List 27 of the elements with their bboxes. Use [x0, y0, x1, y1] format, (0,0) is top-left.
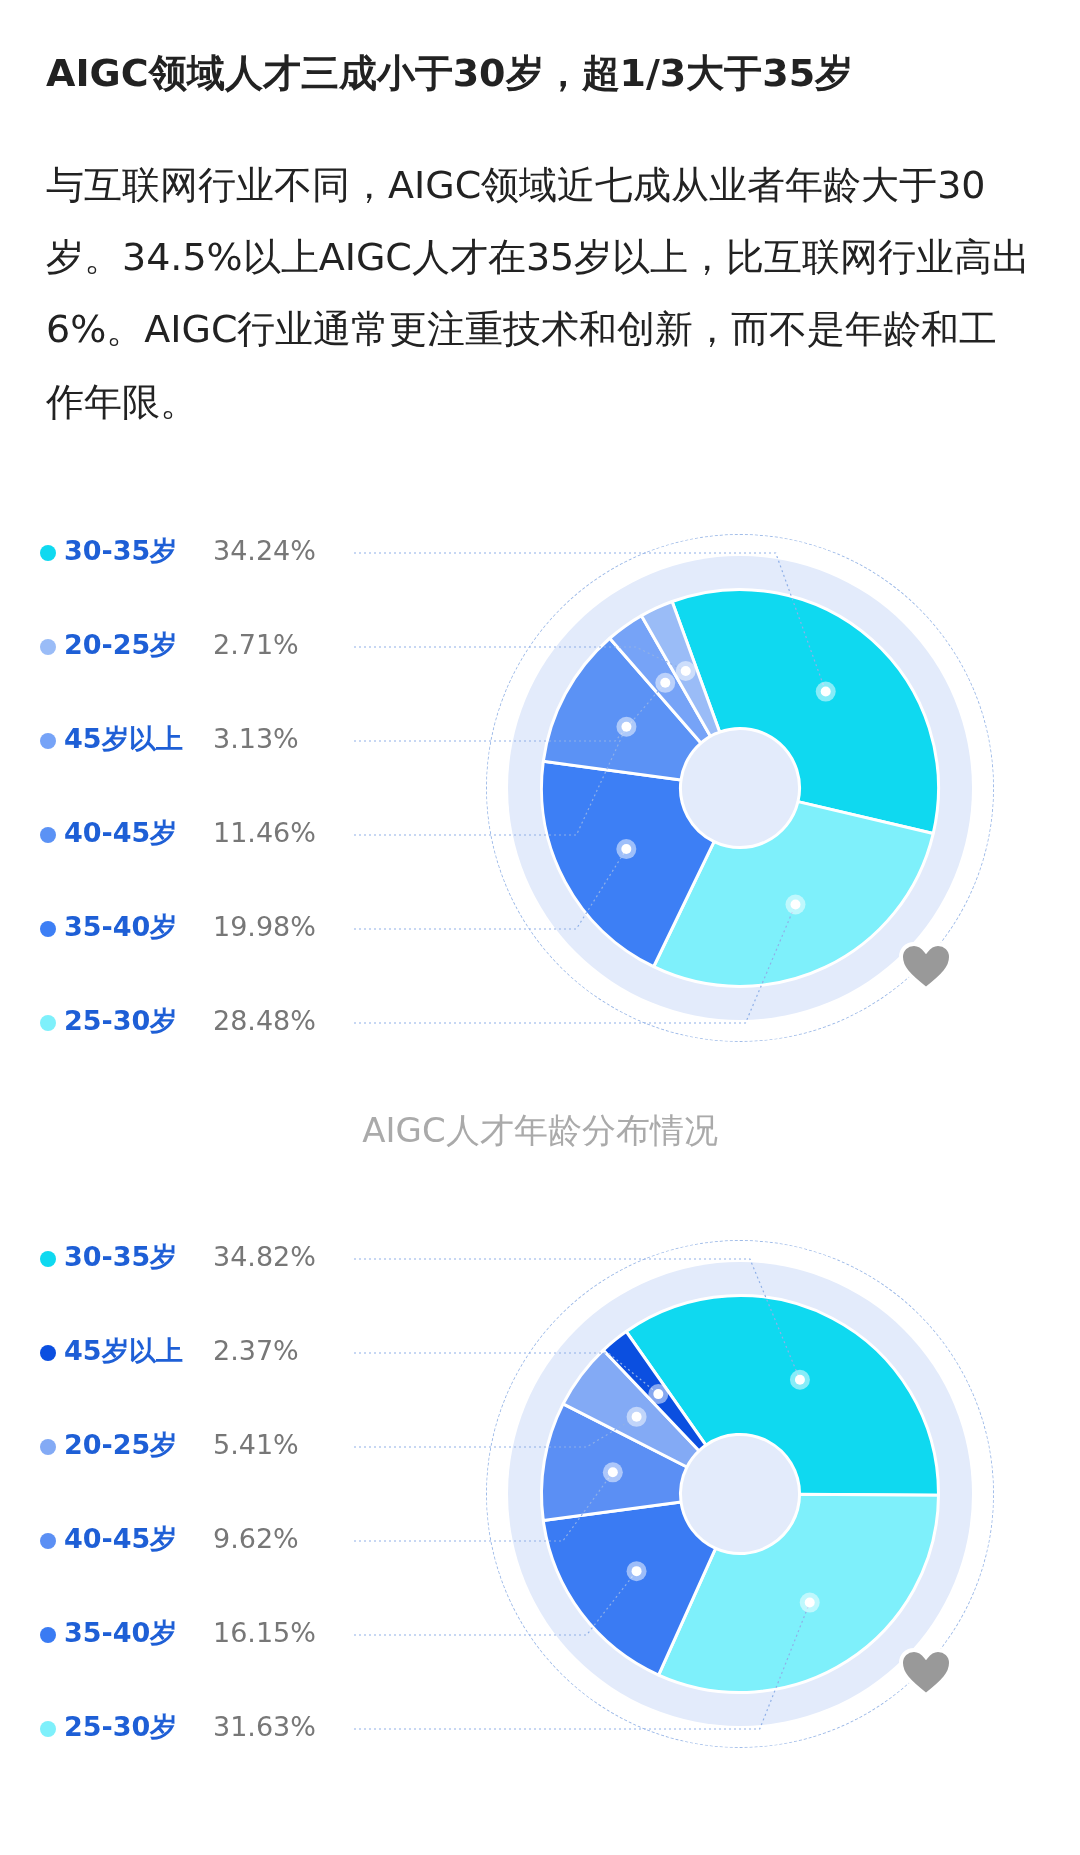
legend-label: 35-40岁 — [64, 910, 178, 942]
legend-label: 20-25岁 — [64, 1428, 178, 1460]
legend-label: 45岁以上 — [64, 722, 183, 754]
data-label: 34.24% — [213, 534, 316, 566]
legend-label: 25-30岁 — [64, 1710, 178, 1742]
text: AIGC人才年龄分布情况 — [361, 1108, 719, 1152]
data-label: 2.71% — [213, 628, 299, 660]
legend-label: 20-25岁 — [64, 628, 178, 660]
chart-subtitle: 与互联网行业不同，AIGC领域近七成从业者年龄大于30岁。34.5%以上AIGC人才在35岁以上，比互联网行业高出6%。AIGC行业通常更注重技术和创新，而不是年龄和工作年限。 — [45, 162, 1032, 426]
data-label: 9.62% — [213, 1522, 299, 1554]
data-label: 19.98% — [213, 910, 316, 942]
data-label: 11.46% — [213, 816, 316, 848]
legend-label: 30-35岁 — [64, 1240, 178, 1272]
data-label: 34.82% — [213, 1240, 316, 1272]
legend-label: 45岁以上 — [64, 1334, 183, 1366]
legend-label: 40-45岁 — [64, 816, 178, 848]
legend-label: 30-35岁 — [64, 534, 178, 566]
data-label: 31.63% — [213, 1710, 316, 1742]
legend-label: 25-30岁 — [64, 1004, 178, 1036]
data-label: 5.41% — [213, 1428, 299, 1460]
data-label: 28.48% — [213, 1004, 316, 1036]
legend-label: 35-40岁 — [64, 1616, 178, 1648]
chart-title: AIGC领域人才三成小于30岁，超1/3大于35岁 — [45, 50, 855, 97]
data-label: 2.37% — [213, 1334, 299, 1366]
data-label: 16.15% — [213, 1616, 316, 1648]
legend-label: 40-45岁 — [64, 1522, 178, 1554]
data-label: 3.13% — [213, 722, 299, 754]
